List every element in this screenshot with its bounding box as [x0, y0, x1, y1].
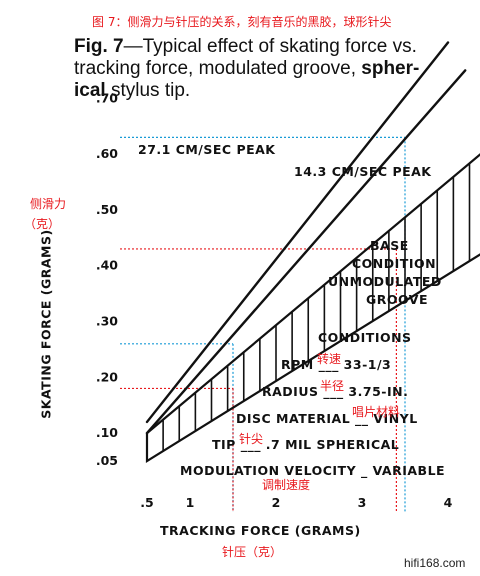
tick-labels: .05 .10 .20 .30 .40 .50 .60 .70 .5 1 2 3 4 — [96, 90, 453, 510]
y-tick-label: .30 — [96, 314, 118, 329]
y-tick-label: .70 — [96, 90, 118, 105]
cn-title: 图 7：侧滑力与针压的关系，刻有音乐的黑胶，球形针尖 — [92, 15, 392, 29]
x-tick-label: .5 — [140, 495, 153, 510]
cn-disc-material: 唱片材料 — [352, 405, 401, 419]
caption-line-2: tracking force, modulated groove, spher- — [74, 58, 420, 79]
condition-tip: TIP ___ .7 MIL SPHERICAL — [212, 437, 400, 452]
base-label-1: BASE — [370, 238, 409, 253]
base-label-3: UNMODULATED — [328, 274, 442, 289]
y-tick-label: .50 — [96, 202, 118, 217]
cn-yaxis-label-1: 侧滑力 — [30, 197, 67, 211]
watermark: hifi168.com — [404, 556, 466, 570]
caption-line-3: ical stylus tip. — [74, 80, 191, 101]
x-axis-label: TRACKING FORCE (GRAMS) — [160, 523, 361, 538]
condition-radius: RADIUS ___ 3.75-IN. — [262, 384, 409, 399]
y-axis-label: SKATING FORCE (GRAMS) — [38, 229, 54, 419]
condition-rpm: RPM ___ 33-1/3 — [281, 357, 392, 372]
y-tick-label: .10 — [96, 425, 118, 440]
cn-rpm: 转速 — [317, 352, 342, 366]
cn-modulation: 调制速度 — [262, 478, 311, 492]
condition-disc: DISC MATERIAL __ VINYL — [236, 411, 418, 426]
series-line-0 — [145, 41, 450, 424]
reference-lines — [120, 136, 406, 512]
series-line-1 — [145, 69, 467, 435]
y-tick-label: .40 — [96, 258, 118, 273]
base-label-2: CONDITION — [352, 256, 437, 271]
cn-tip: 针尖 — [239, 432, 264, 446]
y-tick-label: .20 — [96, 369, 118, 384]
conditions-title: CONDITIONS — [318, 330, 412, 345]
series-label-27: 27.1 CM/SEC PEAK — [138, 142, 276, 157]
series-label-14: 14.3 CM/SEC PEAK — [294, 164, 432, 179]
cn-yaxis-label-2: （克） — [24, 217, 61, 231]
x-tick-label: 1 — [186, 495, 195, 510]
figure-caption: Fig. 7—Typical effect of skating force v… — [74, 36, 419, 102]
cn-radius: 半径 — [320, 379, 345, 393]
cn-xaxis-label: 针压（克） — [222, 545, 283, 559]
base-label-4: GROOVE — [366, 292, 429, 307]
x-tick-label: 4 — [444, 495, 453, 510]
caption-line-1: Fig. 7—Typical effect of skating force v… — [74, 36, 417, 57]
base-condition-band — [145, 153, 480, 463]
series-lines — [145, 41, 467, 435]
x-tick-label: 3 — [358, 495, 367, 510]
y-tick-label: .05 — [96, 453, 118, 468]
condition-modulation: MODULATION VELOCITY _ VARIABLE — [180, 463, 446, 478]
x-tick-label: 2 — [272, 495, 281, 510]
y-tick-label: .60 — [96, 146, 118, 161]
